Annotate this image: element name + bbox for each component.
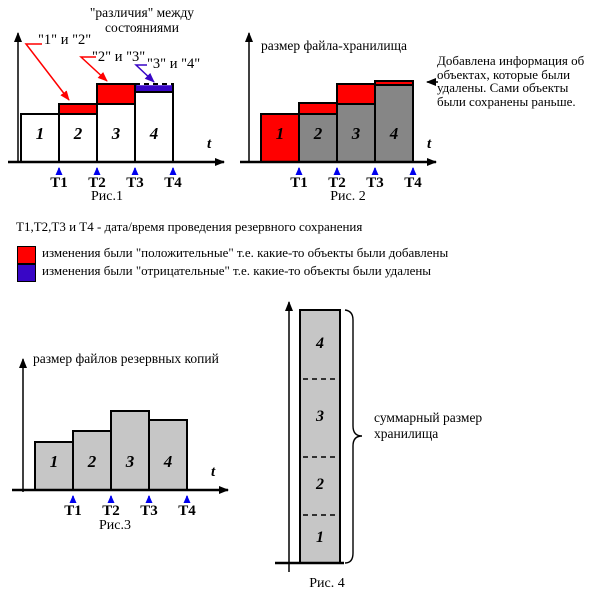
fig3-tick-label-T3: T3: [140, 503, 158, 519]
fig2-bar-2-segment: [298, 102, 338, 115]
fig3-bar-label-4: 4: [163, 452, 173, 471]
fig3-t-axis-label: t: [211, 464, 216, 480]
fig4-caption: Рис. 4: [309, 576, 345, 591]
fig1-diff-label-1-2: "1" и "2": [38, 32, 92, 48]
fig2-bar-label-4: 4: [389, 124, 399, 143]
fig2-title: размер файла-хранилища: [261, 38, 408, 53]
fig1-bar-label-2: 2: [73, 124, 83, 143]
fig3-bar-4-segment: [148, 419, 188, 491]
fig1-diff-label-2-3: "2" и "3": [92, 49, 146, 65]
fig1-bars: [20, 82, 174, 163]
fig3-caption: Рис.3: [99, 518, 131, 533]
fig3-tick-label-T2: T2: [102, 503, 120, 519]
fig3-title: размер файлов резервных копий: [33, 351, 219, 366]
fig1-bar-3-segment: [96, 83, 136, 105]
fig2-bar-4-segment: [374, 84, 414, 163]
fig2-tick-label-T3: T3: [366, 175, 384, 191]
arrow-diff-3-4: [134, 64, 155, 83]
fig2-bars: [260, 80, 414, 163]
arrow-diff-2-3: [79, 56, 108, 82]
fig1-bar-label-4: 4: [149, 124, 159, 143]
fig3-bar-1-segment: [34, 441, 74, 491]
legend-item-deleted: изменения были "отрицательные" т.е. каки…: [42, 263, 432, 278]
fig1-bar-label-3: 3: [111, 124, 121, 143]
fig4-segment-label-3: 3: [316, 408, 324, 425]
fig3-bar-label-2: 2: [87, 452, 97, 471]
fig2-bar-3-segment: [336, 83, 376, 105]
fig2-bar-label-2: 2: [313, 124, 323, 143]
fig4-segment-label-1: 1: [316, 529, 324, 546]
fig2-tick-label-T1: T1: [290, 175, 308, 191]
fig3-bar-label-3: 3: [125, 452, 135, 471]
fig2-annotation: Добавлена информация об объектах, которы…: [437, 53, 585, 109]
fig1-tick-label-T3: T3: [126, 175, 144, 191]
fig3-bars: [34, 410, 188, 491]
fig2-bar-label-3: 3: [351, 124, 361, 143]
fig1-title: "различия" между состояниями: [89, 5, 195, 35]
fig1-tick-label-T2: T2: [88, 175, 106, 191]
fig3-tick-label-T4: T4: [178, 503, 196, 519]
fig2-caption: Рис. 2: [330, 189, 366, 204]
fig1-diff-label-3-4: "3" и "4": [147, 56, 201, 72]
fig1-bar-2-segment: [58, 103, 98, 115]
fig4-bar: [299, 309, 341, 564]
fig1-bar-4-segment: [134, 91, 174, 163]
fig2-tick-label-T2: T2: [328, 175, 346, 191]
fig4-segment-label-2: 2: [316, 476, 324, 493]
fig1-caption: Рис.1: [91, 189, 123, 204]
fig3-bar-label-1: 1: [49, 452, 59, 471]
legend-swatch-red: [17, 246, 36, 264]
legend-swatch-blue: [17, 264, 36, 282]
fig2-bar-label-1: 1: [275, 124, 285, 143]
fig2-tick-label-T4: T4: [404, 175, 422, 191]
fig2-t-axis-label: t: [427, 136, 432, 152]
fig3-bar-3-segment: [110, 410, 150, 491]
fig1-bar-label-1: 1: [35, 124, 45, 143]
arrow-diff-1-2: [24, 43, 70, 101]
fig1-t-axis-label: t: [207, 136, 212, 152]
fig1-tick-label-T4: T4: [164, 175, 182, 191]
fig4-brace: [344, 309, 363, 564]
legend-header: T1,T2,T3 и T4 - дата/время проведения ре…: [16, 219, 363, 234]
time-ticks: [55, 167, 417, 503]
fig3-tick-label-T1: T1: [64, 503, 82, 519]
fig4-brace-label: суммарный размер хранилища: [374, 410, 483, 441]
fig1-tick-label-T1: T1: [50, 175, 68, 191]
legend-item-added: изменения были "положительные" т.е. каки…: [42, 245, 449, 260]
fig4-segment-label-4: 4: [316, 334, 324, 352]
fig4-stacked-bar: [299, 309, 341, 564]
